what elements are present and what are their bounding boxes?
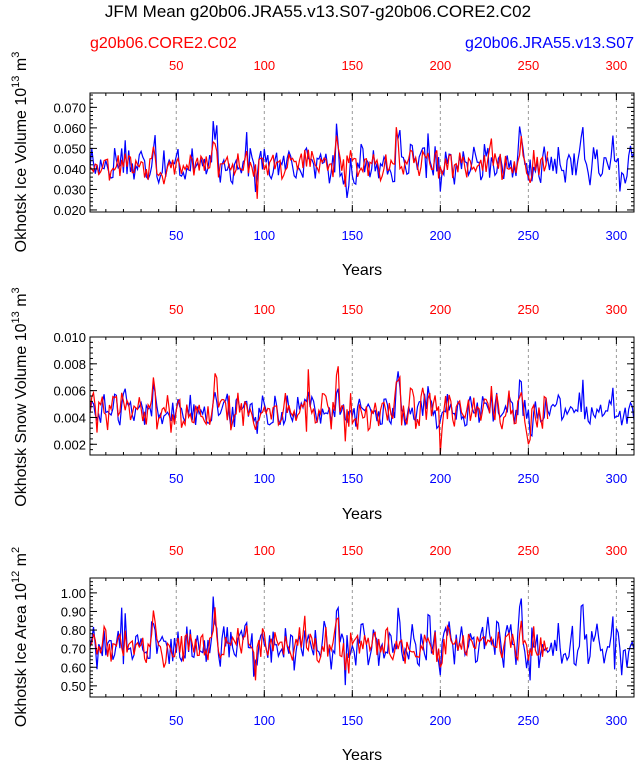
y-tick-label: 0.010: [53, 330, 86, 345]
x-tick-label-top: 100: [253, 543, 275, 558]
x-tick-label-bottom: 100: [253, 228, 275, 243]
series-line-core2: [89, 366, 549, 454]
panel-ice-volume: 0.020 0.030 0.040 0.050 0.060 0.070 50 50 100 100…: [10, 52, 635, 279]
x-tick-label-bottom: 300: [606, 713, 628, 728]
x-tick-label-top: 100: [253, 58, 275, 73]
x-tick-label-bottom: 50: [169, 228, 183, 243]
x-tick-label-top: 100: [253, 302, 275, 317]
x-tick-label-bottom: 300: [606, 471, 628, 486]
legend-red-label: g20b06.CORE2.C02: [90, 35, 237, 52]
y-tick-label: 1.00: [61, 586, 86, 601]
plot-frame: [89, 336, 635, 456]
x-tick-label-top: 300: [606, 58, 628, 73]
y-tick-label: 0.070: [53, 100, 86, 115]
x-tick-label-top: 50: [169, 58, 183, 73]
x-tick-label-top: 50: [169, 302, 183, 317]
x-tick-label-top: 300: [606, 302, 628, 317]
x-tick-label-top: 250: [518, 302, 540, 317]
x-tick-label-bottom: 200: [429, 228, 451, 243]
x-tick-label-top: 150: [341, 58, 363, 73]
y-axis-title: Okhotsk Ice Area 1012 m2: [10, 547, 30, 727]
y-tick-label: 0.60: [61, 660, 86, 675]
y-tick-label: 0.050: [53, 141, 86, 156]
x-tick-label-bottom: 150: [341, 228, 363, 243]
series-line-jra55: [89, 120, 635, 198]
y-axis-title: Okhotsk Ice Volume 1013 m3: [10, 52, 30, 253]
x-tick-label-bottom: 250: [518, 228, 540, 243]
x-tick-label-bottom: 150: [341, 471, 363, 486]
x-axis-title: Years: [342, 506, 382, 523]
x-tick-label-bottom: 200: [429, 713, 451, 728]
y-tick-label: 0.80: [61, 623, 86, 638]
series-line-jra55: [89, 596, 635, 686]
y-tick-label: 0.030: [53, 182, 86, 197]
x-tick-label-bottom: 200: [429, 471, 451, 486]
x-tick-label-bottom: 100: [253, 471, 275, 486]
x-tick-label-top: 300: [606, 543, 628, 558]
x-tick-label-top: 150: [341, 302, 363, 317]
x-tick-label-bottom: 50: [169, 713, 183, 728]
x-axis-title: Years: [342, 747, 382, 762]
panel-ice-area: 0.50 0.60 0.70 0.80 0.90 1.00 50 50 100 100 150 150…: [10, 543, 635, 762]
x-tick-label-bottom: 50: [169, 471, 183, 486]
chart-title: JFM Mean g20b06.JRA55.v13.S07-g20b06.COR…: [105, 2, 531, 21]
y-tick-label: 0.50: [61, 679, 86, 694]
y-axis-title: Okhotsk Snow Volume 1013 m3: [10, 287, 30, 506]
series-line-core2: [89, 127, 549, 199]
x-axis-title: Years: [342, 262, 382, 279]
y-tick-label: 0.90: [61, 604, 86, 619]
y-tick-label: 0.002: [53, 437, 86, 452]
x-tick-label-bottom: 150: [341, 713, 363, 728]
y-tick-label: 0.060: [53, 121, 86, 136]
y-tick-label: 0.040: [53, 162, 86, 177]
y-tick-label: 0.006: [53, 384, 86, 399]
x-tick-label-top: 50: [169, 543, 183, 558]
legend-blue-label: g20b06.JRA55.v13.S07: [465, 35, 634, 52]
y-tick-label: 0.004: [53, 410, 86, 425]
panel-snow-volume: 0.002 0.004 0.006 0.008 0.010 50 50 100 100 150 15…: [10, 287, 635, 523]
series-line-core2: [89, 607, 549, 681]
plot-frame: [89, 577, 635, 698]
x-tick-label-bottom: 250: [518, 471, 540, 486]
x-tick-label-bottom: 250: [518, 713, 540, 728]
y-tick-label: 0.008: [53, 357, 86, 372]
x-tick-label-bottom: 100: [253, 713, 275, 728]
y-tick-label: 0.70: [61, 642, 86, 657]
x-tick-label-top: 150: [341, 543, 363, 558]
plot-frame: [89, 92, 635, 213]
x-tick-label-top: 250: [518, 543, 540, 558]
x-tick-label-bottom: 300: [606, 228, 628, 243]
x-tick-label-top: 200: [429, 58, 451, 73]
y-tick-label: 0.020: [53, 203, 86, 218]
x-tick-label-top: 200: [429, 302, 451, 317]
x-tick-label-top: 250: [518, 58, 540, 73]
x-tick-label-top: 200: [429, 543, 451, 558]
